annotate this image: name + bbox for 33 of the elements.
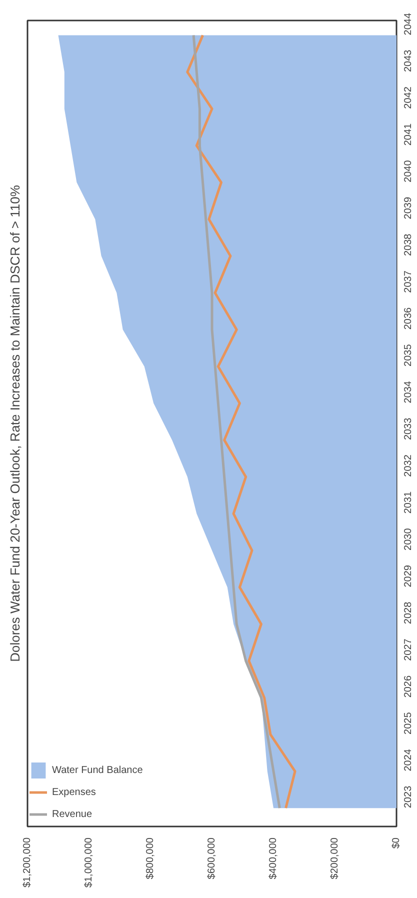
text: Dolores Water Fund 20-Year Outlook, Rate Increases to Maintain DSCR of > 110%: [8, 184, 22, 662]
y-tick-label: 2026: [403, 675, 414, 698]
y-tick-label: 2034: [403, 380, 414, 404]
y-tick-label: 2024: [403, 748, 414, 772]
y-tick-label: 2043: [403, 49, 414, 72]
y-tick-label: 2028: [403, 601, 414, 624]
y-tick-label: 2031: [403, 490, 414, 514]
y-tick-label: 2044: [403, 12, 414, 36]
y-tick-label: 2035: [403, 344, 414, 366]
y-tick-label: 2037: [403, 270, 414, 293]
y-tick-label: 2027: [403, 638, 414, 661]
y-tick-label: 2029: [403, 564, 414, 588]
x-tick-label: $0: [391, 837, 402, 849]
y-tick-label: 2023: [403, 785, 414, 808]
x-tick-label: $600,000: [206, 837, 218, 880]
x-tick-label: $1,000,000: [84, 837, 94, 888]
legend-label: Revenue: [52, 808, 92, 820]
x-tick-label: $1,200,000: [22, 837, 33, 888]
legend-label: Expenses: [52, 786, 96, 798]
y-tick-label: 2041: [403, 122, 414, 146]
y-tick-label: 2030: [403, 528, 414, 550]
y-tick-label: 2042: [403, 86, 414, 109]
x-tick-label: $400,000: [268, 837, 279, 880]
y-tick-label: 2033: [403, 417, 414, 440]
x-tick-label: $200,000: [330, 837, 340, 880]
y-tick-label: 2032: [403, 454, 414, 477]
x-tick-label: $800,000: [145, 837, 156, 880]
y-tick-label: 2025: [403, 712, 414, 734]
y-tick-label: 2038: [403, 233, 414, 256]
y-tick-label: 2040: [403, 160, 414, 182]
y-tick-label: 2039: [403, 196, 414, 220]
y-tick-label: 2036: [403, 306, 414, 330]
legend-label: Water Fund Balance: [52, 764, 143, 776]
